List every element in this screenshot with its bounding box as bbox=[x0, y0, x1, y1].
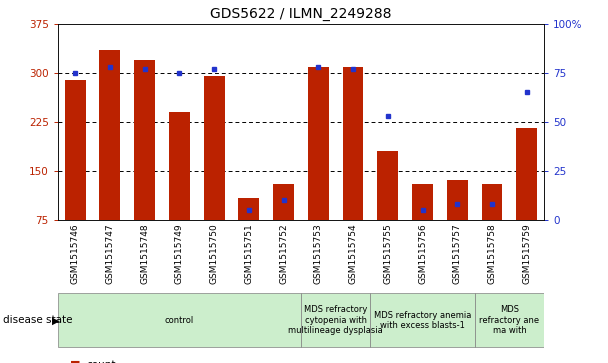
Bar bbox=[308, 68, 329, 220]
Text: GSM1515749: GSM1515749 bbox=[175, 224, 184, 284]
Text: GSM1515748: GSM1515748 bbox=[140, 224, 149, 284]
Text: GSM1515756: GSM1515756 bbox=[418, 224, 427, 284]
Text: ▶: ▶ bbox=[52, 315, 59, 325]
Text: GSM1515747: GSM1515747 bbox=[105, 224, 114, 284]
Bar bbox=[58, 293, 301, 347]
Text: GSM1515754: GSM1515754 bbox=[348, 224, 358, 284]
Bar bbox=[412, 184, 433, 220]
Bar bbox=[169, 112, 190, 220]
Text: GSM1515746: GSM1515746 bbox=[71, 224, 80, 284]
Bar bbox=[204, 76, 224, 220]
Text: count: count bbox=[86, 360, 116, 363]
Text: MDS refractory anemia
with excess blasts-1: MDS refractory anemia with excess blasts… bbox=[374, 311, 471, 330]
Bar bbox=[238, 198, 259, 220]
Bar bbox=[343, 68, 364, 220]
Text: GSM1515758: GSM1515758 bbox=[488, 224, 497, 284]
Text: control: control bbox=[165, 316, 194, 325]
Text: MDS
refractory ane
ma with: MDS refractory ane ma with bbox=[479, 305, 539, 335]
Bar bbox=[516, 128, 537, 220]
Bar bbox=[447, 180, 468, 220]
Bar bbox=[301, 293, 370, 347]
Text: GSM1515753: GSM1515753 bbox=[314, 224, 323, 284]
Text: GSM1515755: GSM1515755 bbox=[383, 224, 392, 284]
Text: GSM1515750: GSM1515750 bbox=[210, 224, 219, 284]
Bar bbox=[100, 50, 120, 220]
Text: GSM1515751: GSM1515751 bbox=[244, 224, 254, 284]
Bar bbox=[378, 151, 398, 220]
Bar bbox=[370, 293, 475, 347]
Text: GSM1515759: GSM1515759 bbox=[522, 224, 531, 284]
Text: GSM1515757: GSM1515757 bbox=[453, 224, 462, 284]
Bar bbox=[273, 184, 294, 220]
Bar bbox=[134, 60, 155, 220]
Bar bbox=[475, 293, 544, 347]
Bar bbox=[64, 81, 86, 220]
Text: MDS refractory
cytopenia with
multilineage dysplasia: MDS refractory cytopenia with multilinea… bbox=[288, 305, 383, 335]
Title: GDS5622 / ILMN_2249288: GDS5622 / ILMN_2249288 bbox=[210, 7, 392, 21]
Text: disease state: disease state bbox=[3, 315, 72, 325]
Text: ■: ■ bbox=[70, 360, 80, 363]
Bar bbox=[482, 184, 502, 220]
Text: GSM1515752: GSM1515752 bbox=[279, 224, 288, 284]
